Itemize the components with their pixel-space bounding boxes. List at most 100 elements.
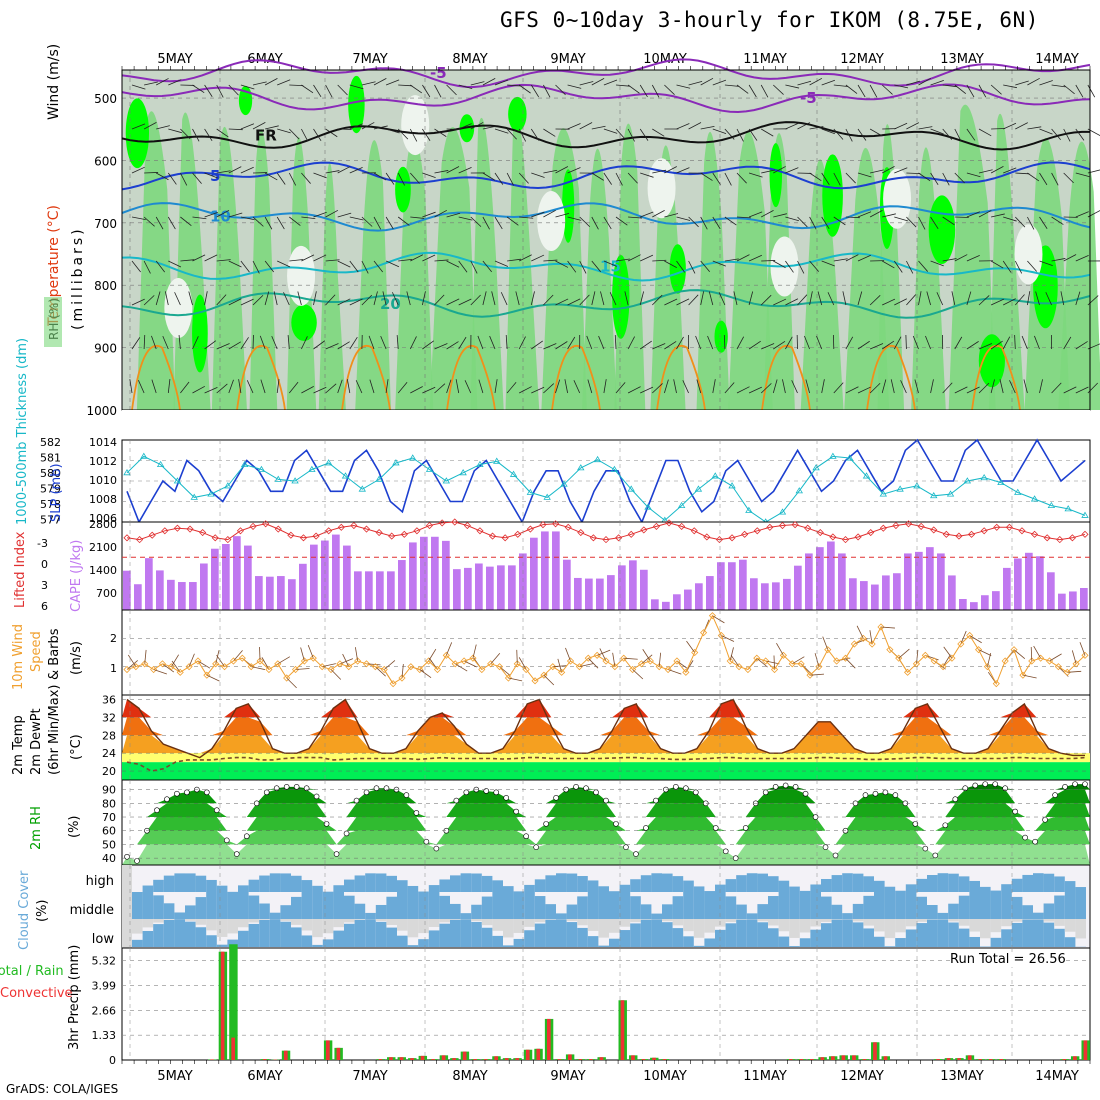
cloud-cover-bar xyxy=(704,891,715,892)
precip-convective-bar xyxy=(399,1057,404,1060)
date-label-bottom: 10MAY xyxy=(643,1069,687,1084)
thickness-marker xyxy=(711,472,719,479)
cloud-gap xyxy=(683,919,694,932)
wind-barb xyxy=(567,216,582,221)
cape-bar xyxy=(552,531,560,610)
wind-barb xyxy=(894,298,907,306)
cloud-gap xyxy=(407,919,419,938)
cape-bar xyxy=(739,559,747,610)
cloud-cover-bar xyxy=(821,896,832,919)
cloud-cover-bar xyxy=(269,873,281,892)
cloud-cover-bar xyxy=(1022,919,1033,947)
wind-barb xyxy=(773,166,786,174)
wind-barb xyxy=(712,615,725,624)
wind-barb xyxy=(555,341,568,350)
cloud-cover-bar xyxy=(471,921,482,947)
cloud-gap xyxy=(216,919,228,937)
wind-barb xyxy=(313,254,327,262)
wind-barb xyxy=(228,166,242,174)
cloud-cover-bar xyxy=(248,895,260,919)
cloud-cover-bar xyxy=(481,875,493,892)
cloud-cover-bar xyxy=(195,875,207,892)
wind-barb xyxy=(1039,216,1048,229)
cloud-cover-bar xyxy=(651,873,662,892)
wind-barb xyxy=(845,336,854,350)
wind-barb xyxy=(567,298,581,306)
wind-barb xyxy=(240,166,254,174)
rh-marker xyxy=(1062,784,1068,790)
precip-convective-bar xyxy=(652,1057,656,1060)
wind-barb xyxy=(990,260,1004,269)
wind-barb xyxy=(260,379,266,394)
wind-marker xyxy=(868,640,876,648)
wind-barb xyxy=(361,81,376,86)
wind-barb xyxy=(686,640,696,653)
cloud-gap xyxy=(980,919,991,939)
wind-barb xyxy=(301,386,314,394)
wind-barb xyxy=(723,334,726,350)
temp-line xyxy=(126,698,1085,759)
wind-barb xyxy=(599,648,607,662)
cloud-cover-bar xyxy=(598,892,609,919)
wind-barb xyxy=(1003,122,1017,130)
rh-moist-area xyxy=(911,147,946,410)
wind-barb xyxy=(313,340,326,350)
contour-label: -5 xyxy=(800,89,817,107)
cape-bar xyxy=(211,548,219,610)
wind-barb xyxy=(845,657,856,669)
wind-barb xyxy=(951,291,956,306)
cloud-cover-bar xyxy=(937,912,949,919)
wind-barb xyxy=(627,386,641,394)
cloud-cover-bar xyxy=(344,923,355,947)
cape-bar xyxy=(508,565,516,610)
cloud-cover-bar xyxy=(746,913,758,919)
wind-barb xyxy=(894,84,909,89)
wind-barb xyxy=(168,79,182,86)
date-label-top: 12MAY xyxy=(840,52,884,67)
cloud-cover-bar xyxy=(746,919,758,947)
wind-barb xyxy=(543,383,555,394)
y-tick-label: 32 xyxy=(102,711,116,724)
wind-barb xyxy=(240,260,250,273)
cloud-cover-bar xyxy=(471,873,482,892)
wind-barb xyxy=(288,172,297,186)
wind-barb xyxy=(586,335,593,350)
wind-barb xyxy=(914,379,919,394)
wind-barb xyxy=(688,80,703,86)
precip-convective-bar xyxy=(1073,1056,1077,1060)
cape-bar xyxy=(156,570,164,610)
wind-marker xyxy=(380,665,388,674)
cloud-gap xyxy=(428,919,440,927)
cape-bar xyxy=(277,576,285,610)
precip-convective-bar xyxy=(231,1037,236,1060)
cloud-cover-bar xyxy=(534,923,546,947)
rh-dry-area xyxy=(883,168,912,229)
li-marker xyxy=(879,524,887,532)
li-marker xyxy=(274,525,282,533)
precip-convective-bar xyxy=(852,1055,856,1060)
cloud-gap xyxy=(375,919,387,921)
wind-barb xyxy=(322,663,336,668)
contour-25 xyxy=(656,345,706,411)
cloud-gap xyxy=(513,919,525,933)
cloud-cover-bar xyxy=(1011,878,1023,892)
rh-marker xyxy=(513,808,519,815)
wind-barb xyxy=(197,660,211,669)
wind-barb xyxy=(966,291,972,306)
li-marker xyxy=(463,521,471,530)
wind-speed-line xyxy=(126,614,1086,685)
wind-barb xyxy=(612,652,616,667)
wind-barb xyxy=(531,254,545,262)
wind-barb xyxy=(565,647,571,662)
cloud-cover-bar xyxy=(810,884,821,892)
wind-barb xyxy=(277,656,291,665)
rh-marker xyxy=(243,833,250,840)
y-tick-label: 40 xyxy=(102,852,116,865)
contour-label: 5 xyxy=(210,167,220,185)
cloud-cover-bar xyxy=(789,946,800,947)
wind-barb xyxy=(295,668,310,670)
wind-barb xyxy=(543,84,551,98)
cloud-cover-bar xyxy=(386,896,397,919)
rh-saturated-area xyxy=(348,75,365,134)
wind-barb xyxy=(131,216,146,220)
